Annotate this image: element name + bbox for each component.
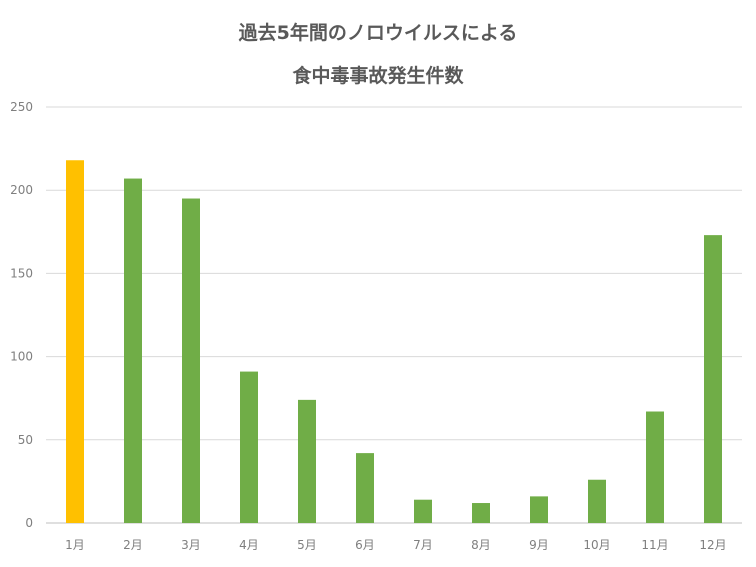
x-tick-label: 10月 xyxy=(583,538,610,552)
x-tick-label: 7月 xyxy=(413,538,433,552)
x-tick-label: 1月 xyxy=(65,538,85,552)
y-tick-label: 0 xyxy=(25,516,33,530)
bar-2 xyxy=(124,178,142,523)
y-tick-label: 150 xyxy=(10,266,33,280)
y-tick-label: 100 xyxy=(10,350,33,364)
x-tick-label: 12月 xyxy=(699,538,726,552)
bars xyxy=(66,160,722,524)
bar-8 xyxy=(472,503,490,523)
x-axis-ticks: 1月 2月 3月 4月 5月 6月 7月 8月 9月 10月 11月 12月 xyxy=(65,538,726,552)
x-tick-label: 6月 xyxy=(355,538,375,552)
x-tick-label: 11月 xyxy=(641,538,668,552)
x-tick-label: 3月 xyxy=(181,538,201,552)
y-tick-label: 50 xyxy=(18,433,33,447)
bar-10 xyxy=(588,479,606,523)
x-tick-label: 5月 xyxy=(297,538,317,552)
bar-12 xyxy=(704,235,722,524)
y-axis-ticks: 0 50 100 150 200 250 xyxy=(10,100,33,530)
bar-4 xyxy=(240,371,258,523)
chart-title-line-1: 過去5年間のノロウイルスによる xyxy=(238,22,518,44)
chart-title-line-2: 食中毒事故発生件数 xyxy=(292,65,464,87)
bar-5 xyxy=(298,399,316,523)
x-tick-label: 2月 xyxy=(123,538,143,552)
gridlines xyxy=(46,106,742,524)
x-tick-label: 8月 xyxy=(471,538,491,552)
y-tick-label: 250 xyxy=(10,100,33,114)
bar-1 xyxy=(66,160,84,524)
bar-3 xyxy=(182,198,200,523)
y-tick-label: 200 xyxy=(10,183,33,197)
bar-11 xyxy=(646,411,664,523)
bar-6 xyxy=(356,453,374,523)
bar-7 xyxy=(414,499,432,523)
bar-9 xyxy=(530,496,548,523)
x-tick-label: 4月 xyxy=(239,538,259,552)
x-tick-label: 9月 xyxy=(529,538,549,552)
